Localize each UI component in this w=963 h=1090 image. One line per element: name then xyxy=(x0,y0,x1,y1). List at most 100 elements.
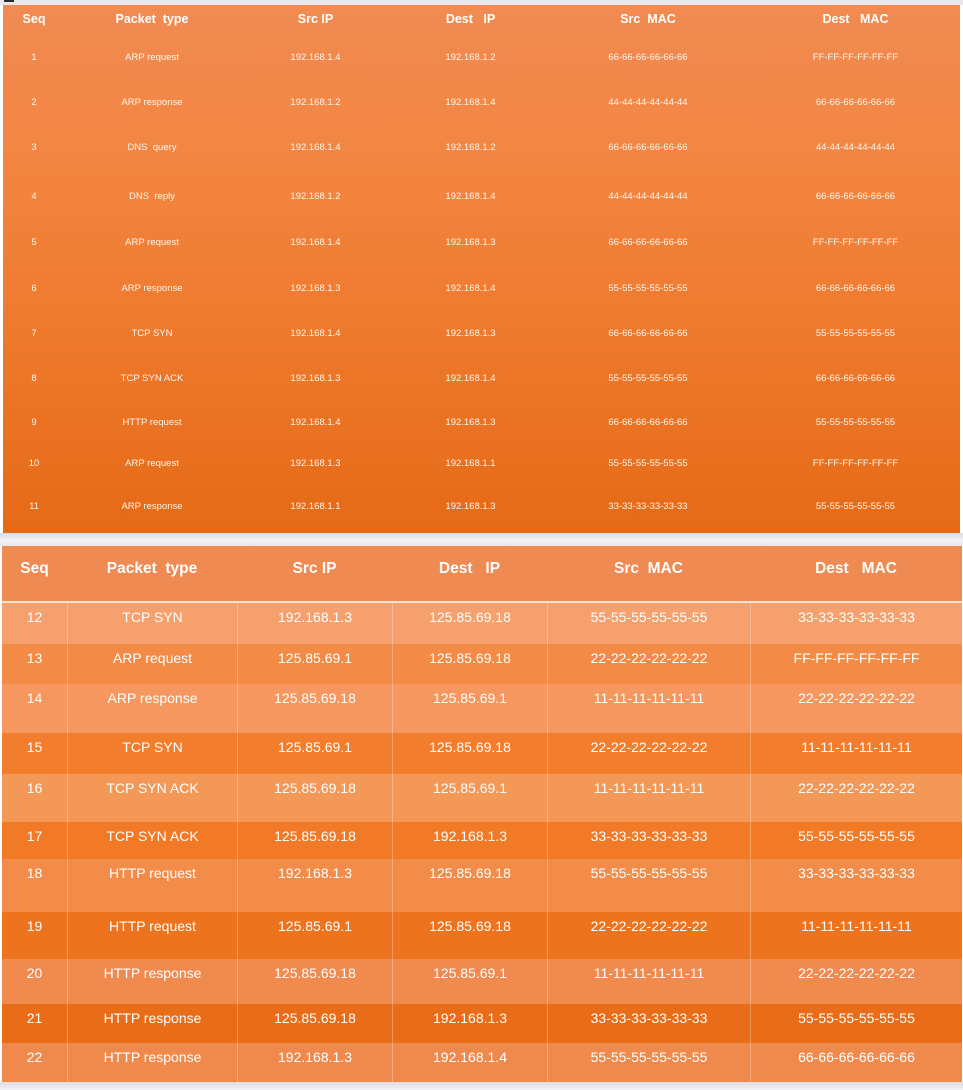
src-ip-cell: 125.85.69.1 xyxy=(237,644,392,684)
dest-mac-cell: 33-33-33-33-33-33 xyxy=(750,859,962,912)
dest-mac-cell: 33-33-33-33-33-33 xyxy=(750,603,962,644)
table-row: 4 DNS reply 192.168.1.2 192.168.1.4 44-44-44… xyxy=(3,175,960,217)
seq-cell: 9 xyxy=(31,416,37,428)
src-mac-cell: 11-11-11-11-11-11 xyxy=(547,774,750,822)
src-mac-cell: 33-33-33-33-33-33 xyxy=(547,1004,750,1043)
corner-mark xyxy=(4,0,14,2)
table-row: 20 HTTP response 125.85.69.18 125.85.69.1 11… xyxy=(2,959,962,1004)
dest-ip-cell: 125.85.69.18 xyxy=(392,644,547,684)
header-dest-mac: Dest MAC xyxy=(815,559,897,577)
src-ip-cell: 192.168.1.3 xyxy=(237,603,392,644)
dest-mac-cell: 66-66-66-66-66-66 xyxy=(815,96,896,108)
src-mac-cell: 22-22-22-22-22-22 xyxy=(547,644,750,684)
dest-ip-cell: 192.168.1.3 xyxy=(392,822,547,859)
seq-cell: 20 xyxy=(26,965,43,981)
table-row: 9 HTTP request 192.168.1.4 192.168.1.3 66-66… xyxy=(3,404,960,440)
dest-mac-cell: 66-66-66-66-66-66 xyxy=(750,1043,962,1082)
seq-cell: 8 xyxy=(31,372,37,384)
packet-type-cell: HTTP request xyxy=(67,912,237,959)
packet-type-cell: ARP request xyxy=(67,644,237,684)
src-ip-cell: 125.85.69.18 xyxy=(237,959,392,1004)
header-src-mac: Src MAC xyxy=(614,559,683,577)
src-mac-cell: 33-33-33-33-33-33 xyxy=(547,822,750,859)
src-ip-cell: 125.85.69.18 xyxy=(237,822,392,859)
src-mac-cell: 66-66-66-66-66-66 xyxy=(608,236,688,248)
table-row: 11 ARP response 192.168.1.1 192.168.1.3 33-3… xyxy=(3,485,960,527)
packet-type-cell: DNS query xyxy=(127,141,177,153)
dest-mac-cell: FF-FF-FF-FF-FF-FF xyxy=(812,457,899,469)
table-header: Seq Packet type Src IP Dest IP Src MAC Dest M… xyxy=(3,5,960,33)
top-border xyxy=(0,0,963,5)
header-dest-ip: Dest IP xyxy=(438,559,501,577)
dest-mac-cell: 22-22-22-22-22-22 xyxy=(750,959,962,1004)
src-mac-cell: 55-55-55-55-55-55 xyxy=(608,457,688,469)
src-mac-cell: 66-66-66-66-66-66 xyxy=(608,416,688,428)
dest-mac-cell: 55-55-55-55-55-55 xyxy=(750,822,962,859)
packet-type-cell: ARP response xyxy=(67,684,237,733)
packet-type-cell: HTTP request xyxy=(67,859,237,912)
src-ip-cell: 192.168.1.4 xyxy=(290,236,341,248)
table-row: 10 ARP request 192.168.1.3 192.168.1.1 55-55… xyxy=(3,445,960,481)
seq-cell: 1 xyxy=(31,51,37,63)
dest-ip-cell: 192.168.1.1 xyxy=(445,457,496,469)
table-row: 1 ARP request 192.168.1.4 192.168.1.2 66-66-… xyxy=(3,37,960,77)
table-row: 16 TCP SYN ACK 125.85.69.18 125.85.69.1 11-1… xyxy=(2,774,962,822)
src-ip-cell: 192.168.1.3 xyxy=(290,372,341,384)
table-row: 22 HTTP response 192.168.1.3 192.168.1.4 55-… xyxy=(2,1043,962,1082)
dest-ip-cell: 192.168.1.4 xyxy=(445,96,496,108)
dest-ip-cell: 192.168.1.3 xyxy=(445,236,496,248)
dest-mac-cell: 11-11-11-11-11-11 xyxy=(750,912,962,959)
dest-mac-cell: 11-11-11-11-11-11 xyxy=(750,733,962,774)
table-row: 5 ARP request 192.168.1.4 192.168.1.3 66-66-… xyxy=(3,222,960,262)
seq-cell: 11 xyxy=(29,500,39,512)
packet-type-cell: DNS reply xyxy=(129,190,175,202)
packet-type-cell: TCP SYN xyxy=(67,733,237,774)
dest-ip-cell: 125.85.69.18 xyxy=(392,912,547,959)
src-ip-cell: 192.168.1.4 xyxy=(290,327,341,339)
table-row: 7 TCP SYN 192.168.1.4 192.168.1.3 66-66-66-6… xyxy=(3,313,960,353)
dest-mac-cell: FF-FF-FF-FF-FF-FF xyxy=(812,51,899,63)
header-packet-type: Packet type xyxy=(106,559,198,577)
src-ip-cell: 192.168.1.1 xyxy=(290,500,341,512)
seq-cell: 21 xyxy=(26,1010,43,1026)
table-header: Seq Packet type Src IP Dest IP Src MAC Dest M… xyxy=(2,546,962,601)
src-ip-cell: 192.168.1.4 xyxy=(290,141,341,153)
dest-ip-cell: 125.85.69.1 xyxy=(392,959,547,1004)
src-mac-cell: 66-66-66-66-66-66 xyxy=(608,327,688,339)
dest-ip-cell: 192.168.1.4 xyxy=(392,1043,547,1082)
dest-ip-cell: 192.168.1.4 xyxy=(445,372,496,384)
seq-cell: 18 xyxy=(26,865,43,881)
table-row: 18 HTTP request 192.168.1.3 125.85.69.18 55-… xyxy=(2,859,962,912)
dest-mac-cell: 44-44-44-44-44-44 xyxy=(815,141,896,153)
divider xyxy=(0,1082,963,1090)
dest-ip-cell: 192.168.1.3 xyxy=(445,416,496,428)
table-row: 3 DNS query 192.168.1.4 192.168.1.2 66-66-66… xyxy=(3,127,960,167)
seq-cell: 17 xyxy=(26,828,43,844)
src-mac-cell: 55-55-55-55-55-55 xyxy=(608,372,688,384)
packet-type-cell: HTTP response xyxy=(67,959,237,1004)
dest-mac-cell: 22-22-22-22-22-22 xyxy=(750,774,962,822)
dest-ip-cell: 192.168.1.3 xyxy=(445,500,496,512)
src-ip-cell: 125.85.69.1 xyxy=(237,733,392,774)
src-ip-cell: 192.168.1.4 xyxy=(290,416,341,428)
seq-cell: 2 xyxy=(31,96,37,108)
seq-cell: 4 xyxy=(31,190,37,202)
packet-type-cell: ARP request xyxy=(125,51,179,63)
packet-type-cell: TCP SYN ACK xyxy=(67,822,237,859)
src-ip-cell: 125.85.69.18 xyxy=(237,684,392,733)
packet-type-cell: TCP SYN xyxy=(67,603,237,644)
packet-type-cell: TCP SYN ACK xyxy=(120,372,184,384)
packet-type-cell: ARP request xyxy=(125,236,179,248)
table-row: 17 TCP SYN ACK 125.85.69.18 192.168.1.3 33-3… xyxy=(2,822,962,859)
divider xyxy=(0,533,963,546)
src-mac-cell: 11-11-11-11-11-11 xyxy=(547,684,750,733)
table-row: 21 HTTP response 125.85.69.18 192.168.1.3 33… xyxy=(2,1004,962,1043)
src-mac-cell: 66-66-66-66-66-66 xyxy=(608,141,688,153)
src-ip-cell: 125.85.69.18 xyxy=(237,774,392,822)
header-src-mac: Src MAC xyxy=(620,12,676,26)
header-seq: Seq xyxy=(20,559,49,577)
dest-mac-cell: 66-66-66-66-66-66 xyxy=(815,282,896,294)
src-ip-cell: 192.168.1.3 xyxy=(237,859,392,912)
dest-ip-cell: 125.85.69.1 xyxy=(392,684,547,733)
src-mac-cell: 11-11-11-11-11-11 xyxy=(547,959,750,1004)
